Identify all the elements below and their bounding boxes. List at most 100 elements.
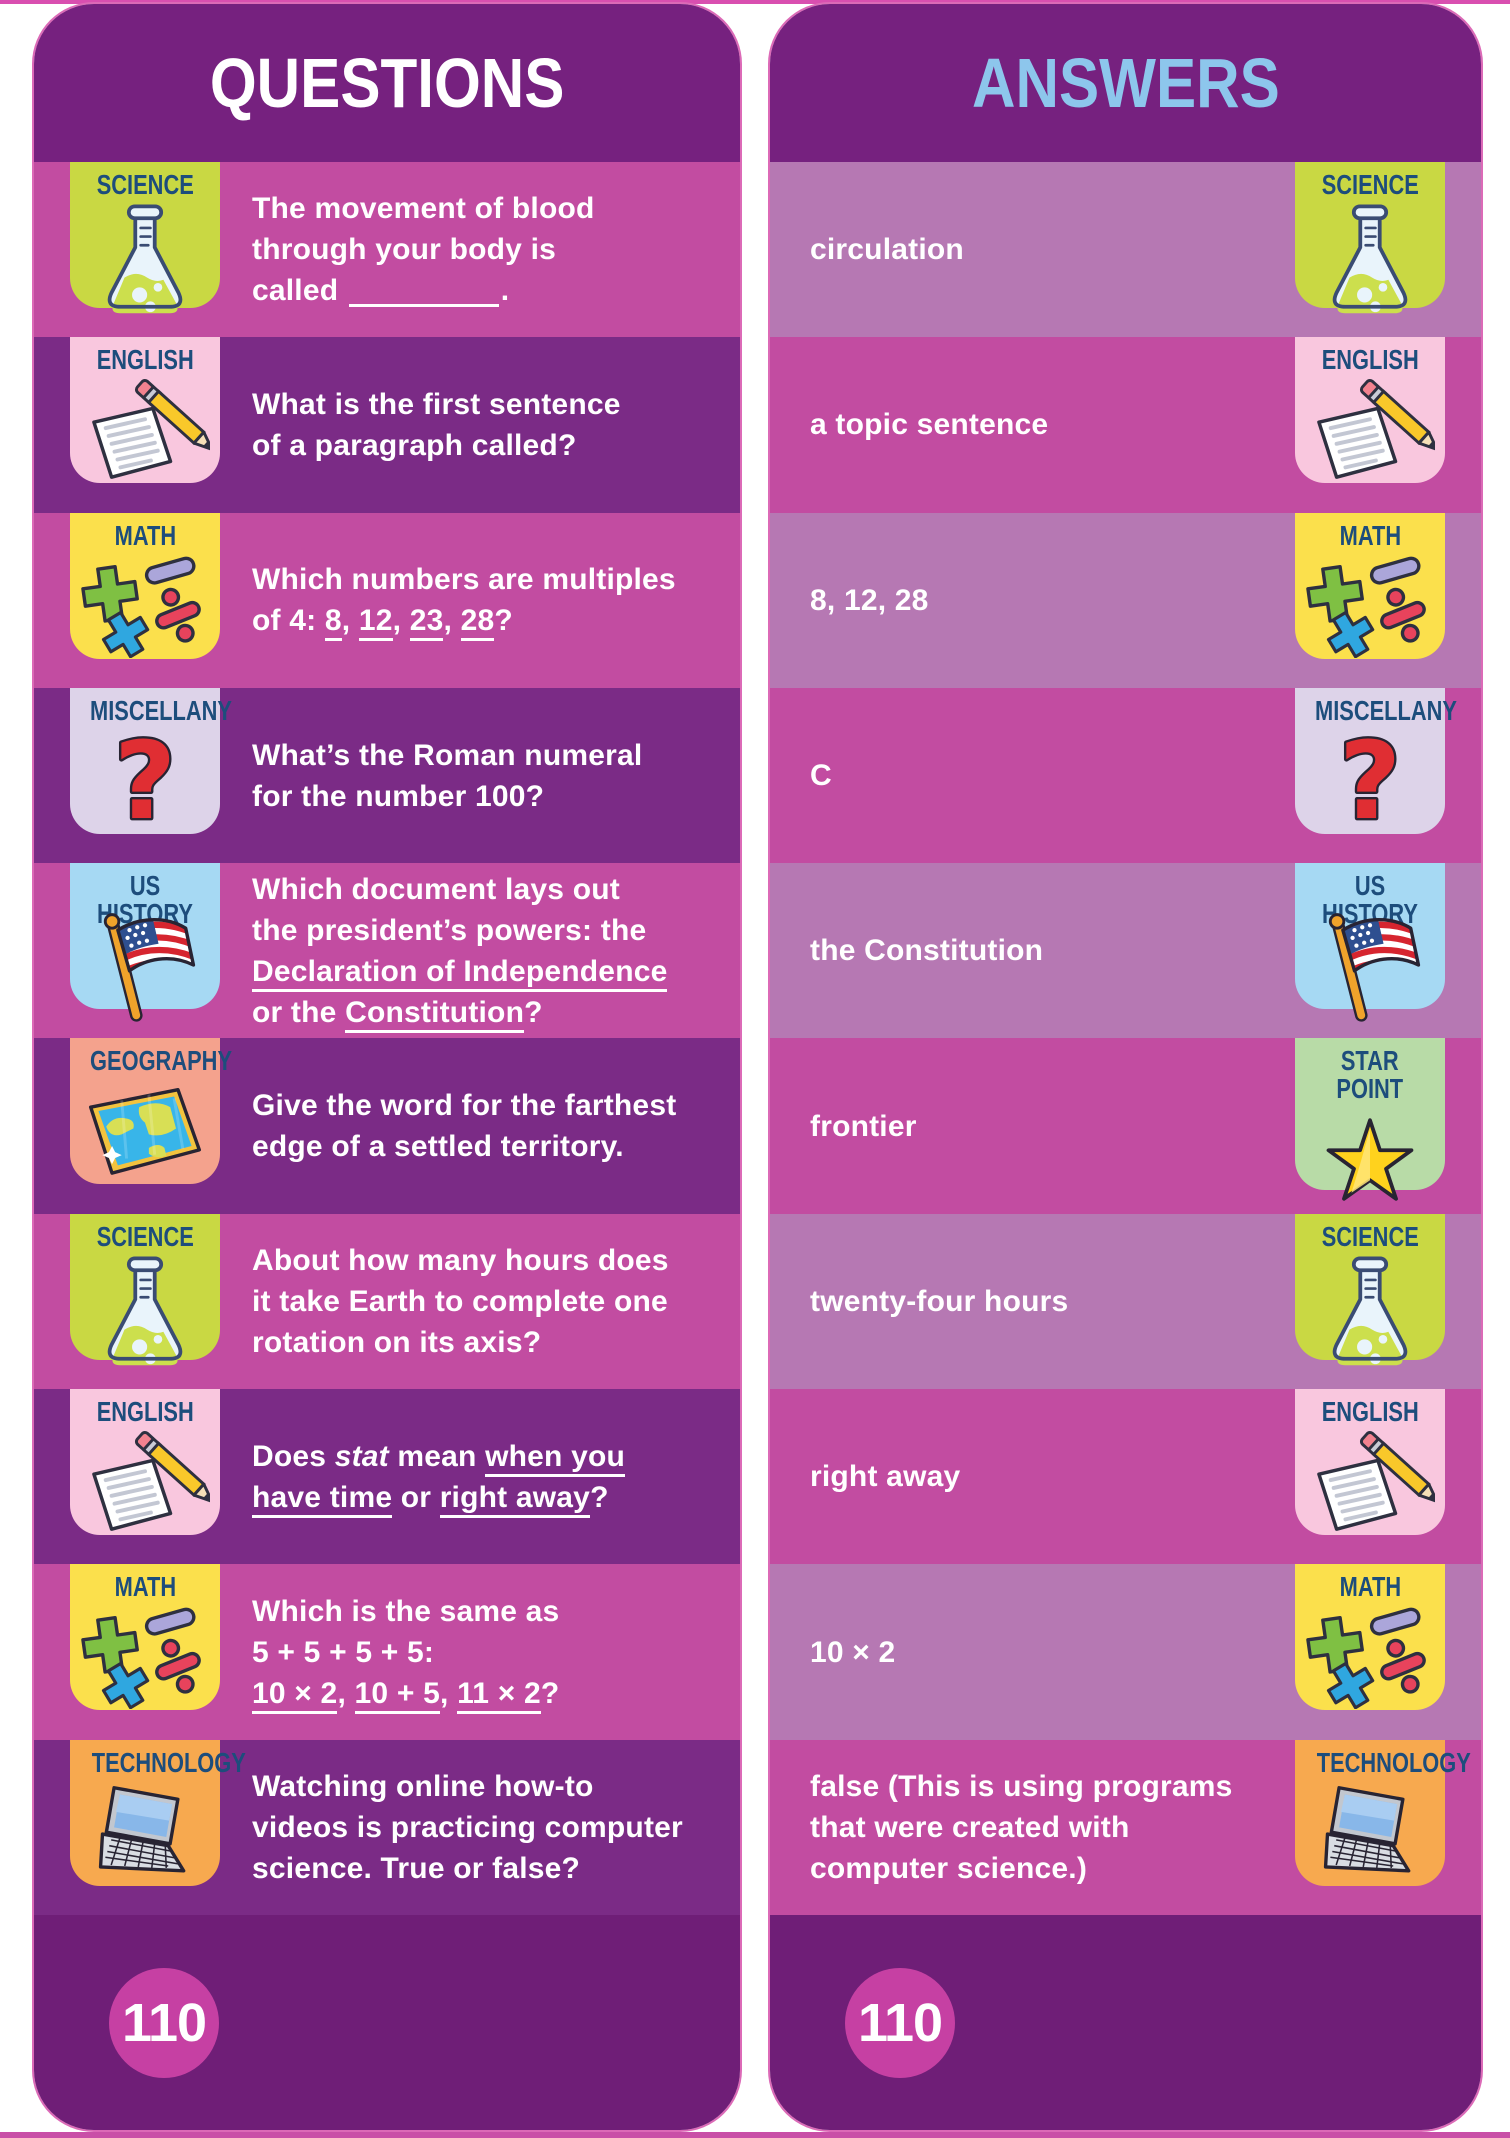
category-badge-technology: TECHNOLOGY (1295, 1739, 1471, 1886)
page-number-circle: 110 (109, 1968, 219, 2078)
category-badge-english: ENGLISH (1295, 1389, 1445, 1536)
page-number: 110 (121, 1993, 207, 2053)
category-badge-science: SCIENCE (1295, 162, 1445, 314)
flask-icon (1316, 202, 1424, 323)
answer-blank (348, 304, 499, 308)
math-symbols-icon (81, 1604, 209, 1710)
question-row: ENGLISH Does stat mean when you have time … (34, 1389, 740, 1565)
question-text: What’s the Roman numeral for the number 1… (252, 738, 643, 813)
answer-row: SCIENCE circulation (770, 162, 1481, 338)
category-badge-us-history: US HISTORY (70, 863, 220, 1022)
question-row: US HISTORY Which document lays out the pre… (34, 863, 740, 1039)
paper-pencil-icon (1305, 1429, 1439, 1539)
question-text: Does stat mean when you have time or righ… (34, 1436, 649, 1518)
question-row: MATH Which numbers are multiples of 4: 8, … (34, 512, 740, 688)
answer-text: frontier (810, 1109, 917, 1143)
math-symbols-icon (1306, 553, 1434, 658)
us-flag-icon (1306, 903, 1434, 1027)
answer-text: C (810, 759, 832, 793)
category-label: SCIENCE (1321, 169, 1419, 200)
question-text: The movement of blood through your body i… (252, 192, 595, 308)
answer-text: the Constitution (810, 934, 1044, 968)
paper-pencil-icon (80, 377, 214, 487)
questions-card: QUESTIONS SCIENCE The movement of blood th… (32, 2, 742, 2132)
category-label: SCIENCE (96, 1220, 194, 1252)
category-label: SCIENCE (1321, 1220, 1419, 1252)
flask-icon (1316, 1254, 1424, 1375)
sheet-edge-top (0, 0, 1510, 4)
category-badge-science: SCIENCE (1295, 1213, 1445, 1366)
answer-row: MISCELLANY? C (770, 687, 1481, 864)
answer-row: MATH 10 × 2 (770, 1564, 1481, 1740)
answer-row: TECHNOLOGY false (This is using programs t… (770, 1739, 1481, 1915)
question-text: What is the first sentence of a paragraph… (252, 387, 621, 462)
answer-row: STAR POINT frontier (770, 1038, 1481, 1214)
category-label: TECHNOLOGY (91, 1746, 246, 1778)
category-badge-science: SCIENCE (70, 1213, 220, 1366)
flask-icon (91, 1254, 199, 1375)
answer-text: circulation (810, 233, 964, 267)
category-badge-english: ENGLISH (70, 1389, 220, 1536)
laptop-icon (81, 1780, 209, 1894)
category-label: MATH (114, 519, 176, 551)
answer-row: ENGLISH right away (770, 1389, 1481, 1565)
answer-text: 8, 12, 28 (810, 583, 929, 617)
category-label: ENGLISH (1321, 344, 1419, 376)
question-text: Which numbers are multiples of 4: 8, 12, … (34, 559, 700, 642)
star-icon (1326, 1116, 1414, 1202)
category-badge-english: ENGLISH (1295, 337, 1445, 484)
answers-rows: SCIENCE circulation ENGLISH a topic sentenc… (770, 162, 1481, 1915)
answer-text: a topic sentence (810, 408, 1049, 442)
flask-icon (91, 202, 199, 323)
category-badge-star-point: STAR POINT (1295, 1038, 1445, 1202)
question-text: Give the word for the farthest edge of a … (252, 1089, 677, 1164)
answer-text: 10 × 2 (810, 1635, 896, 1669)
question-row: MISCELLANY? What’s the Roman numeral for t… (34, 687, 740, 864)
answers-header: ANSWERS (770, 4, 1481, 162)
category-badge-math: MATH (70, 512, 220, 659)
questions-footer: 110 (34, 1915, 740, 2130)
category-label: MISCELLANY (90, 694, 232, 726)
answers-card: ANSWERS SCIENCE circulation ENGLISH a topic… (768, 2, 1483, 2132)
questions-header: QUESTIONS (34, 4, 740, 162)
category-badge-miscellany: MISCELLANY? (1295, 687, 1457, 846)
map-icon (81, 1078, 209, 1179)
category-badge-technology: TECHNOLOGY (70, 1739, 246, 1886)
question-row: SCIENCE The movement of blood through your… (34, 162, 740, 338)
category-badge-english: ENGLISH (70, 337, 220, 484)
question-row: GEOGRAPHY Give the word for the farthest e… (34, 1038, 740, 1214)
category-label: ENGLISH (96, 344, 194, 376)
laptop-icon (1306, 1780, 1434, 1894)
question-row: TECHNOLOGY Watching online how-to videos i… (34, 1739, 740, 1915)
paper-pencil-icon (80, 1429, 214, 1539)
answer-text: right away (810, 1460, 961, 1494)
question-text: Watching online how-to videos is practici… (252, 1769, 683, 1885)
category-label: MATH (114, 1571, 176, 1603)
answer-row: US HISTORY the Constitution (770, 863, 1481, 1039)
answer-row: SCIENCE twenty-four hours (770, 1213, 1481, 1390)
category-label: GEOGRAPHY (90, 1045, 233, 1077)
math-symbols-icon (1306, 1604, 1434, 1710)
us-flag-icon (81, 903, 209, 1027)
question-row: MATH Which is the same as 5 + 5 + 5 + 5: 10… (34, 1564, 740, 1740)
category-badge-science: SCIENCE (70, 162, 220, 314)
question-text: Which is the same as 5 + 5 + 5 + 5: 10 × 2… (34, 1591, 583, 1714)
category-label: ENGLISH (96, 1396, 194, 1428)
svg-text:?: ? (114, 728, 176, 841)
paper-pencil-icon (1305, 377, 1439, 487)
questions-rows: SCIENCE The movement of blood through your… (34, 162, 740, 1915)
answer-text: twenty-four hours (810, 1284, 1069, 1318)
question-mark-icon: ? (102, 717, 188, 846)
category-badge-math: MATH (70, 1564, 220, 1711)
category-label: ENGLISH (1321, 1396, 1419, 1428)
answers-footer: 110 (770, 1915, 1481, 2130)
question-mark-icon: ? (1327, 717, 1413, 846)
answer-row: MATH 8, 12, 28 (770, 512, 1481, 688)
category-badge-math: MATH (1295, 1564, 1445, 1711)
math-symbols-icon (81, 553, 209, 658)
category-label: MISCELLANY (1315, 694, 1457, 726)
category-label: STAR POINT (1336, 1045, 1404, 1104)
answers-title: ANSWERS (971, 44, 1280, 122)
category-badge-geography: GEOGRAPHY (70, 1038, 232, 1185)
category-label: TECHNOLOGY (1316, 1746, 1471, 1778)
